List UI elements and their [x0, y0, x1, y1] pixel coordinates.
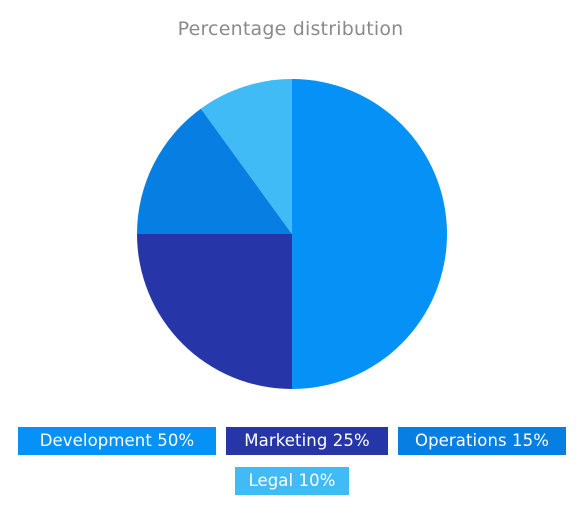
pie-slice-operations	[137, 108, 292, 234]
pie-slice-development	[292, 79, 447, 389]
legend-item-legal: Legal 10%	[235, 467, 349, 495]
legend-item-development: Development 50%	[18, 427, 216, 455]
legend-item-marketing: Marketing 25%	[226, 427, 388, 455]
legend-item-operations: Operations 15%	[398, 427, 566, 455]
chart-title: Percentage distribution	[177, 18, 404, 40]
pie-slice-marketing	[137, 234, 292, 389]
pie-slice-legal	[200, 79, 292, 234]
